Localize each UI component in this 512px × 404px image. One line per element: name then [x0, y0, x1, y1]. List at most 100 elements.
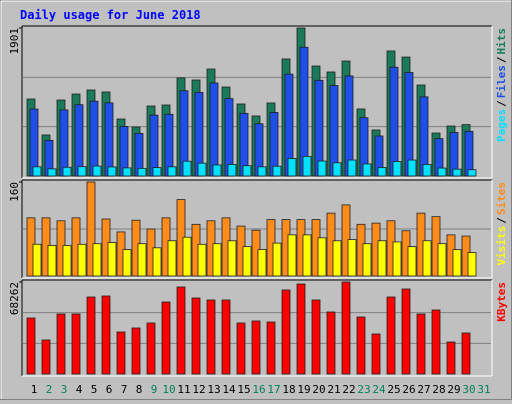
x-tick-label: 7 [121, 383, 128, 396]
bar [332, 162, 342, 177]
legend-entry: Visits [495, 226, 508, 266]
x-tick-label: 30 [462, 383, 475, 396]
bar [317, 237, 327, 277]
bar [416, 313, 426, 375]
bar [221, 299, 231, 375]
bar [407, 159, 417, 177]
legend: Pages/Files/Hits [495, 28, 508, 142]
legend-entry: Pages [495, 109, 508, 142]
x-tick-label: 9 [151, 383, 158, 396]
legend-separator: / [495, 100, 508, 107]
bar [77, 166, 87, 177]
bar [77, 243, 87, 277]
legend-entry: Hits [495, 28, 508, 55]
y-tick-label: 68262 [8, 282, 21, 315]
y-tick-label: 160 [8, 182, 21, 202]
bar [227, 164, 237, 177]
bar [347, 159, 357, 177]
bar [437, 243, 447, 277]
bar [137, 167, 147, 177]
bar [32, 243, 42, 277]
bar [266, 321, 276, 375]
bar [431, 309, 441, 375]
legend-entry: KBytes [495, 282, 508, 322]
bar [197, 243, 207, 277]
bar [161, 301, 171, 375]
x-tick-label: 14 [222, 383, 236, 396]
x-tick-label: 26 [402, 383, 415, 396]
bar [137, 243, 147, 277]
x-tick-label: 24 [372, 383, 386, 396]
bar [377, 240, 387, 277]
bar [59, 109, 69, 177]
bar [317, 160, 327, 177]
bar [146, 322, 156, 375]
bar [149, 114, 159, 177]
x-tick-label: 3 [61, 383, 68, 396]
bar [302, 234, 312, 277]
bar [176, 286, 186, 375]
bar [191, 297, 201, 375]
bar [86, 181, 96, 277]
bar [62, 245, 72, 277]
bar [386, 296, 396, 375]
bar [422, 164, 432, 177]
bar [392, 241, 402, 277]
bar [86, 296, 96, 375]
bar [71, 313, 81, 375]
bar [32, 166, 42, 177]
bar [47, 245, 57, 277]
bar [212, 243, 222, 277]
bar [152, 167, 162, 177]
bar [257, 249, 267, 277]
bar [107, 242, 117, 277]
x-tick-label: 16 [252, 383, 265, 396]
bar [296, 283, 306, 375]
bar [467, 252, 477, 277]
legend-separator: / [495, 217, 508, 224]
bar [26, 317, 36, 375]
x-tick-label: 31 [477, 383, 490, 396]
bar [104, 102, 114, 177]
x-tick-label: 20 [312, 383, 325, 396]
bar [389, 66, 399, 177]
x-tick-label: 27 [417, 383, 430, 396]
bar [206, 299, 216, 375]
x-tick-label: 15 [237, 383, 250, 396]
bar [167, 240, 177, 277]
bar [461, 332, 471, 375]
x-tick-label: 5 [91, 383, 98, 396]
x-tick-label: 6 [106, 383, 113, 396]
x-tick-label: 19 [297, 383, 310, 396]
x-tick-label: 18 [282, 383, 295, 396]
bar [89, 100, 99, 177]
bar [452, 168, 462, 177]
y-tick-label: 1901 [8, 28, 21, 55]
bar [209, 82, 219, 177]
x-tick-label: 4 [76, 383, 83, 396]
bar [182, 236, 192, 277]
x-tick-label: 22 [342, 383, 355, 396]
bar [272, 165, 282, 177]
bar [152, 247, 162, 277]
bar [356, 316, 366, 375]
bar [422, 240, 432, 277]
bar [29, 108, 39, 177]
x-tick-label: 11 [177, 383, 190, 396]
x-tick-label: 10 [162, 383, 175, 396]
bar [437, 167, 447, 177]
bar [62, 166, 72, 177]
bar [92, 243, 102, 277]
bar [74, 104, 84, 177]
bar [182, 160, 192, 177]
bar [227, 240, 237, 277]
bar [362, 243, 372, 277]
bar [251, 320, 261, 375]
bar [347, 239, 357, 277]
bar [131, 327, 141, 375]
chart-title: Daily usage for June 2018 [20, 8, 201, 22]
bar [392, 161, 402, 177]
bar [362, 163, 372, 177]
x-tick-label: 21 [327, 383, 340, 396]
